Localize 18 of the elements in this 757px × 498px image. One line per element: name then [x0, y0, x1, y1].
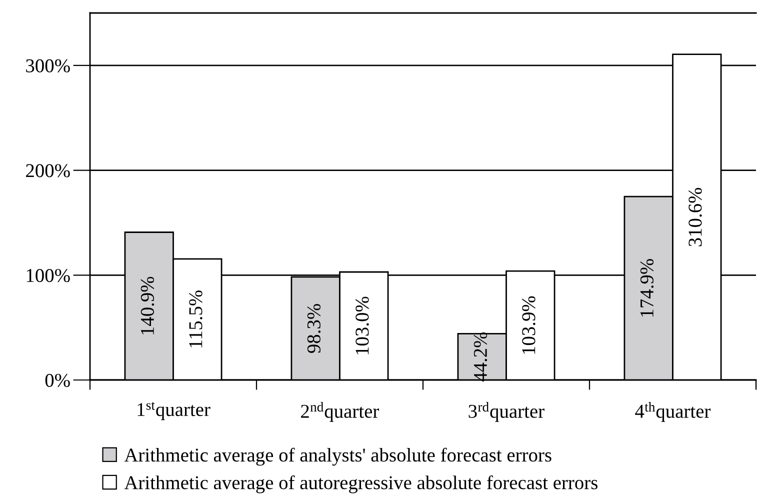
legend-label: Arithmetic average of analysts' absolute forecast errors — [124, 448, 552, 466]
data-label: 103.9% — [522, 296, 536, 354]
data-label: 310.6% — [688, 188, 702, 246]
legend-label: Arithmetic average of autoregressive absolute forecast errors — [124, 475, 598, 494]
x-tick-label: 4$^{th}$quarter — [635, 402, 711, 422]
x-tick-label: 3$^{rd}$quarter — [468, 402, 544, 422]
x-tick-label: 2$^{nd}$quarter — [301, 402, 380, 422]
y-tick-label: 300% — [26, 59, 70, 72]
y-tick-label: 100% — [26, 268, 70, 282]
data-label: 140.9% — [140, 276, 154, 334]
data-label: 44.2% — [474, 332, 488, 382]
data-label: 98.3% — [307, 304, 321, 353]
data-label: 103.0% — [356, 296, 369, 354]
y-tick-label: 0% — [45, 374, 70, 387]
y-tick-label: 200% — [26, 164, 70, 178]
x-tick-label: 1$^{st}$quarter — [138, 402, 210, 420]
data-label: 115.5% — [189, 290, 202, 348]
data-label: 174.9% — [640, 258, 654, 317]
